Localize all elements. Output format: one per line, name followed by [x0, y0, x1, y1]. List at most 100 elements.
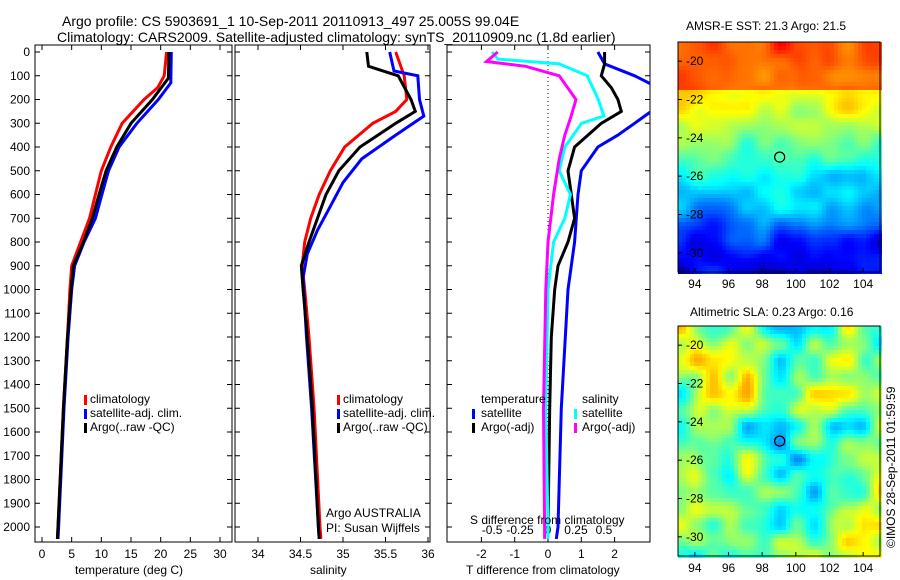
map-cell: [734, 430, 738, 434]
map-cell: [798, 414, 802, 418]
map-cell: [826, 218, 830, 222]
map-cell: [694, 498, 698, 502]
map-cell: [858, 142, 862, 146]
map-cell: [790, 142, 794, 146]
map-cell: [738, 358, 742, 362]
map-cell: [806, 78, 810, 82]
map-cell: [846, 198, 850, 202]
map-cell: [762, 534, 766, 538]
map-cell: [722, 522, 726, 526]
map-cell: [718, 170, 722, 174]
map-cell: [694, 482, 698, 486]
map-cell: [850, 222, 854, 226]
map-cell: [862, 218, 866, 222]
map-cell: [786, 106, 790, 110]
map-cell: [774, 414, 778, 418]
map-cell: [722, 370, 726, 374]
map-cell: [718, 206, 722, 210]
map-cell: [734, 382, 738, 386]
map-cell: [682, 154, 686, 158]
map-cell: [750, 338, 754, 342]
map-cell: [750, 346, 754, 350]
map-cell: [734, 66, 738, 70]
map-cell: [734, 238, 738, 242]
map-cell: [758, 342, 762, 346]
map-cell: [826, 70, 830, 74]
map-cell: [866, 214, 870, 218]
map-cell: [758, 218, 762, 222]
map-cell: [766, 410, 770, 414]
map-cell: [758, 134, 762, 138]
map-cell: [682, 534, 686, 538]
map-cell: [718, 210, 722, 214]
map-cell: [758, 542, 762, 546]
map-cell: [750, 146, 754, 150]
map-cell: [738, 478, 742, 482]
map-cell: [790, 54, 794, 58]
map-cell: [734, 54, 738, 58]
map-cell: [714, 330, 718, 334]
map-cell: [698, 498, 702, 502]
map-cell: [682, 526, 686, 530]
map-cell: [762, 130, 766, 134]
map-cell: [706, 434, 710, 438]
map-cell: [694, 186, 698, 190]
map-cell: [718, 98, 722, 102]
map-cell: [718, 74, 722, 78]
map-cell: [746, 98, 750, 102]
map-cell: [690, 230, 694, 234]
map-cell: [722, 258, 726, 262]
map-cell: [778, 346, 782, 350]
map-cell: [782, 194, 786, 198]
map-cell: [814, 158, 818, 162]
map-cell: [694, 430, 698, 434]
map-cell: [834, 190, 838, 194]
map-cell: [754, 162, 758, 166]
map-cell: [718, 518, 722, 522]
map-cell: [754, 350, 758, 354]
map-cell: [778, 102, 782, 106]
map-cell: [762, 494, 766, 498]
map-cell: [710, 326, 714, 330]
map-cell: [746, 546, 750, 550]
map-cell: [710, 174, 714, 178]
map-cell: [698, 494, 702, 498]
map-cell: [790, 390, 794, 394]
map-cell: [710, 486, 714, 490]
depth-tick-label: 1300: [3, 354, 30, 368]
map-cell: [838, 226, 842, 230]
map-cell: [874, 150, 878, 154]
map-cell: [778, 534, 782, 538]
map-cell: [718, 242, 722, 246]
map-cell: [726, 122, 730, 126]
map-cell: [690, 346, 694, 350]
map-cell: [698, 370, 702, 374]
legend-swatch: [84, 423, 87, 433]
map-cell: [798, 370, 802, 374]
map-cell: [794, 102, 798, 106]
map-cell: [850, 114, 854, 118]
map-cell: [702, 130, 706, 134]
map-cell: [694, 154, 698, 158]
map-cell: [850, 174, 854, 178]
map-cell: [838, 258, 842, 262]
map-cell: [690, 538, 694, 542]
map-cell: [726, 434, 730, 438]
map-cell: [702, 246, 706, 250]
map-cell: [782, 446, 786, 450]
map-cell: [762, 62, 766, 66]
map-cell: [682, 218, 686, 222]
map-cell: [702, 50, 706, 54]
map-cell: [790, 134, 794, 138]
map-cell: [802, 74, 806, 78]
map-cell: [714, 414, 718, 418]
map-cell: [710, 218, 714, 222]
map-cell: [822, 146, 826, 150]
map-cell: [826, 202, 830, 206]
map-cell: [722, 490, 726, 494]
map-cell: [694, 162, 698, 166]
map-cell: [870, 130, 874, 134]
map-cell: [782, 66, 786, 70]
map-cell: [682, 262, 686, 266]
map-cell: [790, 402, 794, 406]
